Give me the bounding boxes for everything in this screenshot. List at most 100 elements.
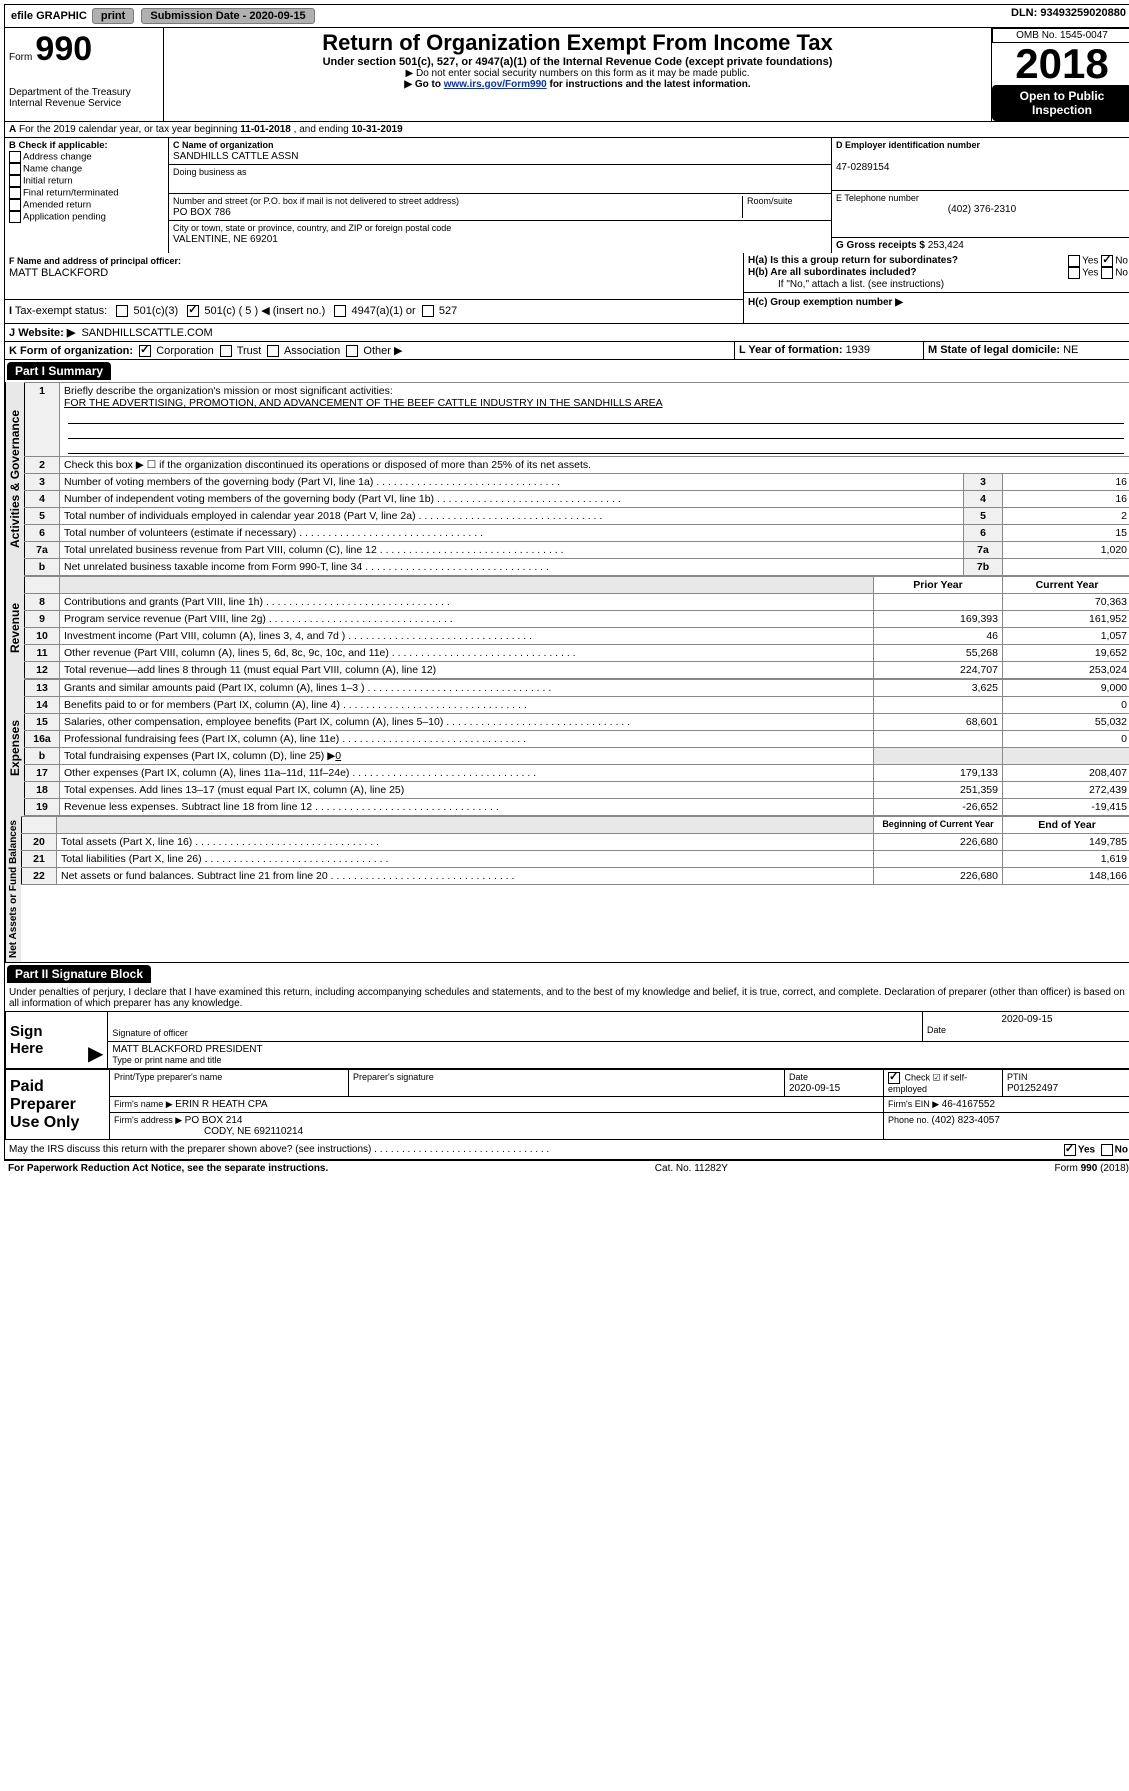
gross-receipts: 253,424	[928, 240, 964, 251]
city-label: City or town, state or province, country…	[173, 223, 451, 233]
part2: Part II Signature Block Under penalties …	[4, 963, 1129, 1160]
l14: Benefits paid to or for members (Part IX…	[60, 697, 874, 714]
c9: 161,952	[1003, 611, 1129, 628]
self-employed-checkbox[interactable]	[888, 1072, 900, 1084]
sub3-post: for instructions and the latest informat…	[547, 79, 751, 90]
l9: Program service revenue (Part VIII, line…	[60, 611, 874, 628]
a-begin: 11-01-2018	[240, 124, 291, 135]
side-activities-governance: Activities & Governance	[5, 382, 24, 576]
l5: Total number of individuals employed in …	[60, 508, 964, 525]
footer: For Paperwork Reduction Act Notice, see …	[4, 1160, 1129, 1176]
section-i: I Tax-exempt status: 501(c)(3) 501(c) ( …	[5, 299, 743, 321]
side-net-assets: Net Assets or Fund Balances	[5, 816, 21, 962]
form-number: 990	[35, 30, 92, 68]
c22: 148,166	[1003, 868, 1129, 885]
footer-left: For Paperwork Reduction Act Notice, see …	[8, 1163, 328, 1174]
i-o3: 4947(a)(1) or	[352, 305, 416, 317]
p17: 179,133	[874, 765, 1003, 782]
ha-no-checkbox[interactable]	[1101, 255, 1113, 267]
c20: 149,785	[1003, 834, 1129, 851]
p11: 55,268	[874, 645, 1003, 662]
h-end: End of Year	[1003, 817, 1129, 834]
part2-header: Part II Signature Block	[7, 965, 151, 983]
ha-yes-checkbox[interactable]	[1068, 255, 1080, 267]
hb-no-checkbox[interactable]	[1101, 267, 1113, 279]
part1: Part I Summary Activities & Governance 1…	[4, 360, 1129, 963]
l19: Revenue less expenses. Subtract line 18 …	[60, 799, 874, 816]
ha-yes: Yes	[1082, 256, 1098, 267]
k-o4: Other ▶	[363, 345, 402, 357]
l18: Total expenses. Add lines 13–17 (must eq…	[60, 782, 874, 799]
firm-name-label: Firm's name ▶	[114, 1099, 175, 1109]
initial-return-checkbox[interactable]	[9, 175, 21, 187]
officer-typed-name: MATT BLACKFORD PRESIDENT	[112, 1044, 262, 1055]
l12: Total revenue—add lines 8 through 11 (mu…	[60, 662, 874, 679]
hb-label: H(b) Are all subordinates included?	[748, 267, 917, 278]
other-checkbox[interactable]	[346, 345, 358, 357]
l22: Net assets or fund balances. Subtract li…	[57, 868, 874, 885]
section-j: J Website: ▶ SANDHILLSCATTLE.COM	[4, 324, 1129, 342]
l6: Total number of volunteers (estimate if …	[60, 525, 964, 542]
v7a: 1,020	[1003, 542, 1129, 559]
4947-checkbox[interactable]	[334, 305, 346, 317]
l16b-cell: Total fundraising expenses (Part IX, col…	[60, 748, 874, 765]
501c3-checkbox[interactable]	[116, 305, 128, 317]
submission-date-button[interactable]: Submission Date - 2020-09-15	[141, 8, 314, 24]
tax-year: 2018	[992, 43, 1129, 85]
j-label: Website: ▶	[18, 327, 75, 339]
addr-label: Number and street (or P.O. box if mail i…	[173, 196, 459, 206]
final-return-checkbox[interactable]	[9, 187, 21, 199]
open-to-public: Open to Public Inspection	[992, 85, 1129, 121]
l16bv: 0	[335, 750, 341, 762]
corp-checkbox[interactable]	[139, 345, 151, 357]
p19: -26,652	[874, 799, 1003, 816]
p21	[874, 851, 1003, 868]
discuss-no-checkbox[interactable]	[1101, 1144, 1113, 1156]
form990-link[interactable]: www.irs.gov/Form990	[444, 79, 547, 90]
k-o3: Association	[284, 345, 340, 357]
sign-arrow-icon: ▶	[84, 1012, 108, 1069]
p14	[874, 697, 1003, 714]
print-button[interactable]: print	[92, 8, 134, 24]
opt-pending: Application pending	[23, 212, 106, 223]
i-o2: 501(c) ( 5 ) ◀ (insert no.)	[204, 305, 325, 317]
part1-header: Part I Summary	[7, 362, 111, 380]
p8	[874, 594, 1003, 611]
footer-mid: Cat. No. 11282Y	[655, 1163, 728, 1174]
addr-change-checkbox[interactable]	[9, 151, 21, 163]
officer-sub: Type or print name and title	[112, 1055, 221, 1065]
501c-checkbox[interactable]	[187, 305, 199, 317]
paid-preparer-label: Paid Preparer Use Only	[6, 1070, 110, 1140]
pending-checkbox[interactable]	[9, 211, 21, 223]
opt-addr-change: Address change	[23, 152, 92, 163]
l20: Total assets (Part X, line 16)	[57, 834, 874, 851]
hb-yes-checkbox[interactable]	[1068, 267, 1080, 279]
v3: 16	[1003, 474, 1129, 491]
discuss-yes-checkbox[interactable]	[1064, 1144, 1076, 1156]
firm-addr-label: Firm's address ▶	[114, 1115, 185, 1125]
pp-date: 2020-09-15	[789, 1083, 840, 1094]
l1-label: Briefly describe the organization's miss…	[64, 385, 393, 397]
a-mid: , and ending	[291, 124, 352, 135]
p15: 68,601	[874, 714, 1003, 731]
assoc-checkbox[interactable]	[267, 345, 279, 357]
hc-label: H(c) Group exemption number ▶	[748, 297, 903, 308]
ptin-val: P01252497	[1007, 1083, 1058, 1094]
527-checkbox[interactable]	[422, 305, 434, 317]
l2: Check this box ▶ ☐ if the organization d…	[60, 457, 1129, 474]
c13: 9,000	[1003, 680, 1129, 697]
p22: 226,680	[874, 868, 1003, 885]
l-val: 1939	[846, 344, 870, 356]
d-label: D Employer identification number	[836, 140, 980, 150]
h-curr: Current Year	[1003, 577, 1129, 594]
name-change-checkbox[interactable]	[9, 163, 21, 175]
f-label: F Name and address of principal officer:	[9, 256, 181, 266]
sig-date: 2020-09-15	[927, 1014, 1127, 1025]
p12: 224,707	[874, 662, 1003, 679]
ha-no: No	[1115, 256, 1128, 267]
trust-checkbox[interactable]	[220, 345, 232, 357]
ha-label: H(a) Is this a group return for subordin…	[748, 255, 958, 266]
amended-checkbox[interactable]	[9, 199, 21, 211]
g-label: G Gross receipts $	[836, 240, 928, 251]
c19: -19,415	[1003, 799, 1129, 816]
